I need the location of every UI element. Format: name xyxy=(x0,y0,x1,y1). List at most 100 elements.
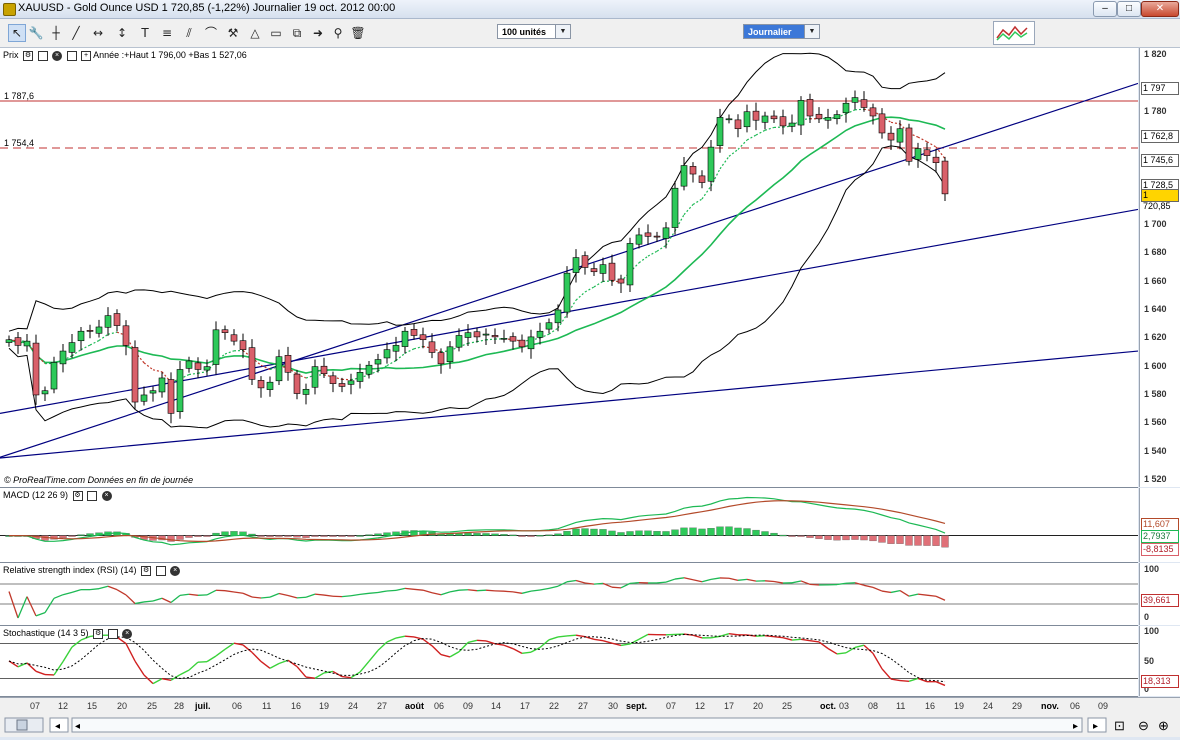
candle-body xyxy=(402,331,408,346)
rsi-line-segment xyxy=(432,593,441,595)
rsi-line-segment xyxy=(891,591,900,593)
indicator-button[interactable] xyxy=(993,21,1035,45)
rsi-line-segment xyxy=(234,592,243,593)
candle-body xyxy=(843,103,849,113)
period-select[interactable]: Journalier ▼ xyxy=(743,24,820,39)
macd-histogram-bar xyxy=(375,534,382,536)
rsi-panel[interactable]: Relative strength index (RSI) (14) ⚙ × xyxy=(0,563,1138,626)
candle-body xyxy=(456,335,462,347)
wrench-icon[interactable]: 🔧 xyxy=(28,25,44,41)
candle-body xyxy=(105,316,111,328)
window-icon[interactable] xyxy=(108,629,118,639)
vline-icon[interactable]: ↕ xyxy=(114,25,130,41)
cursor-icon[interactable]: ↖ xyxy=(8,24,26,42)
price-panel[interactable]: Prix ⚙ × + Année :+Haut 1 796,00 +Bas 1 … xyxy=(0,48,1138,488)
wrench-icon[interactable]: ⚙ xyxy=(23,51,33,61)
macd-histogram-bar xyxy=(690,528,697,536)
candle-body xyxy=(411,329,417,335)
candle-body xyxy=(303,389,309,394)
window-icon[interactable] xyxy=(156,566,166,576)
candle-body xyxy=(645,233,651,236)
macd-histogram-bar xyxy=(816,536,823,539)
units-select[interactable]: 100 unités ▼ xyxy=(497,24,571,39)
stoch-panel[interactable]: Stochastique (14 3 5) ⚙ × xyxy=(0,626,1138,697)
x-axis-day-label: 07 xyxy=(666,701,676,711)
rsi-line-segment xyxy=(63,592,72,594)
trend-icon[interactable]: ⚒ xyxy=(225,25,241,41)
rectangle-icon[interactable]: ▭ xyxy=(268,25,284,41)
rsi-line-segment xyxy=(810,584,819,585)
wrench-icon[interactable]: ⚙ xyxy=(141,566,151,576)
candle-body xyxy=(888,133,894,140)
delete-icon[interactable]: 🗑 xyxy=(350,25,366,41)
macd-histogram-bar xyxy=(69,536,76,537)
stoch-k-segment xyxy=(252,652,261,661)
macd-histogram-bar xyxy=(384,533,391,536)
stoch-k-segment xyxy=(432,646,441,655)
copy-icon[interactable]: ⧉ xyxy=(289,25,305,41)
macd-histogram-bar xyxy=(177,536,184,540)
macd-histogram-bar xyxy=(339,536,346,537)
close-icon[interactable]: × xyxy=(52,51,62,61)
stoch-k-segment xyxy=(774,637,783,638)
candle-body xyxy=(555,310,561,323)
close-icon[interactable]: × xyxy=(122,629,132,639)
macd-histogram-bar xyxy=(213,533,220,535)
macd-histogram-bar xyxy=(897,536,904,544)
price-panel-header: Prix ⚙ × + Année :+Haut 1 796,00 +Bas 1 … xyxy=(3,50,247,61)
bollinger-lower xyxy=(9,146,945,428)
stoch-k-segment xyxy=(405,636,414,637)
rsi-line-segment xyxy=(846,583,855,584)
zoom-in-icon: ⊕ xyxy=(1158,718,1169,733)
macd-histogram-bar xyxy=(366,535,373,536)
line-icon[interactable]: ╱ xyxy=(68,25,84,41)
arc-icon[interactable]: ⌒ xyxy=(203,25,219,41)
text-icon[interactable]: T xyxy=(137,25,153,41)
price-tick-label: 1 600 xyxy=(1144,361,1167,371)
window-icon[interactable] xyxy=(87,491,97,501)
window-icon[interactable] xyxy=(38,51,48,61)
macd-histogram-bar xyxy=(231,531,238,535)
candle-body xyxy=(717,117,723,145)
close-icon[interactable]: × xyxy=(102,491,112,501)
rsi-line-segment xyxy=(396,588,405,590)
triangle-icon[interactable]: △ xyxy=(247,25,263,41)
moving-average-7-segment xyxy=(468,342,477,344)
x-axis-day-label: 11 xyxy=(262,701,271,711)
watermark: © ProRealTime.com Données en fin de jour… xyxy=(4,475,193,485)
close-button[interactable]: ✕ xyxy=(1141,1,1179,17)
rsi-line-segment xyxy=(468,590,477,591)
first-icon: ◂ xyxy=(55,721,60,732)
minimize-button[interactable]: – xyxy=(1093,1,1117,17)
stoch-k-segment xyxy=(198,662,207,663)
crosshair-icon[interactable]: ┼ xyxy=(48,25,64,41)
stoch-k-segment xyxy=(468,640,477,642)
wrench-icon[interactable]: ⚙ xyxy=(73,491,83,501)
add-icon[interactable]: + xyxy=(81,51,91,61)
candle-body xyxy=(195,363,201,370)
fibonacci-icon[interactable]: ≡ xyxy=(159,25,175,41)
window-icon[interactable] xyxy=(67,51,77,61)
price-tick-label: 1 540 xyxy=(1144,446,1167,456)
maximize-button[interactable]: □ xyxy=(1117,1,1141,17)
wrench-icon[interactable]: ⚙ xyxy=(93,629,103,639)
candle-body xyxy=(285,355,291,372)
x-axis-month-label: oct. xyxy=(820,701,836,711)
magnet-icon[interactable]: ⚲ xyxy=(330,25,346,41)
macd-histogram-bar xyxy=(753,530,760,535)
rsi-line-segment xyxy=(171,595,180,602)
macd-histogram-bar xyxy=(672,530,679,536)
chart-scrollbar[interactable]: ◂ ◂ ▸ ▸ ⊡ ⊖ ⊕ xyxy=(0,713,1180,737)
arrow-icon[interactable]: ➜ xyxy=(310,25,326,41)
candle-body xyxy=(186,361,192,368)
close-icon[interactable]: × xyxy=(170,566,180,576)
stoch-k-segment xyxy=(873,653,882,668)
period-select-value: Journalier xyxy=(748,27,792,37)
candle-body xyxy=(249,348,255,380)
macd-histogram-bar xyxy=(906,536,913,546)
channel-icon[interactable]: ⫽ xyxy=(181,25,197,41)
macd-panel[interactable]: MACD (12 26 9) ⚙ × xyxy=(0,488,1138,563)
x-axis-day-label: 12 xyxy=(695,701,705,711)
stoch-k-segment xyxy=(765,636,774,637)
hline-icon[interactable]: ↔ xyxy=(90,25,106,41)
